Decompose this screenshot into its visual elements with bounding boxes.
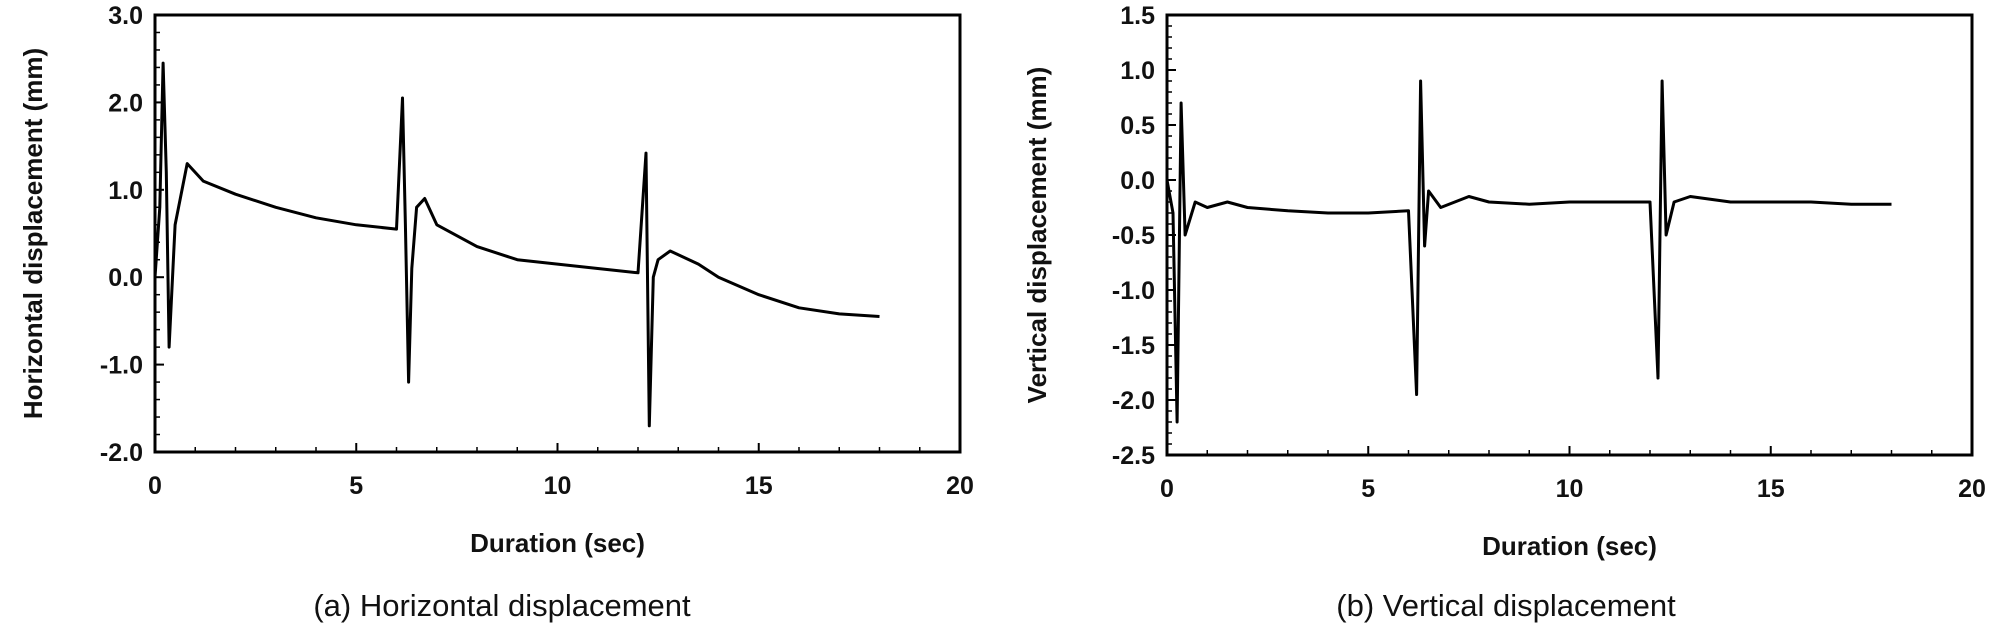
x-tick-label: 20 — [946, 472, 974, 500]
x-tick-label: 20 — [1958, 475, 1986, 503]
chart-panel-horizontal: 3.0 2.0 1.0 0.0 -1.0 -2.0 0 5 10 15 20 Duration (se… — [18, 2, 974, 623]
x-tick-label: 10 — [544, 472, 572, 500]
y-tick-label: -2.5 — [1112, 442, 1155, 470]
y-tick-label: -1.0 — [100, 352, 143, 380]
x-tick-label: 0 — [148, 472, 162, 500]
x-tick-label: 5 — [1361, 475, 1375, 503]
x-tick-label: 0 — [1160, 475, 1174, 503]
y-tick-label: 1.0 — [1120, 57, 1155, 85]
series-line-0 — [153, 61, 880, 428]
y-tick-label: 0.0 — [108, 264, 143, 292]
chart-horizontal-displacement: 3.0 2.0 1.0 0.0 -1.0 -2.00 5 10 15 20 Duration (se… — [18, 2, 974, 558]
y-axis-title: Horizontal displacement (mm) — [18, 48, 48, 419]
caption-vertical: (b) Vertical displacement — [1336, 588, 1676, 623]
chart-vertical-displacement: 1.5 1.0 0.5 0.0 -0.5 -1.0 -1.5 -2.0 -2.50 5 10 15 20… — [1022, 2, 1986, 561]
x-axis-title: Duration (sec) — [470, 528, 645, 558]
y-tick-label: -2.0 — [100, 439, 143, 467]
x-axis-title: Duration (sec) — [1482, 531, 1657, 561]
y-tick-label: 0.0 — [1120, 167, 1155, 195]
x-tick-label: 15 — [1757, 475, 1785, 503]
x-tick-label: 5 — [349, 472, 363, 500]
plot-frame — [153, 13, 962, 454]
y-tick-label: -1.0 — [1112, 277, 1155, 305]
y-tick-label: 0.5 — [1120, 112, 1155, 140]
y-tick-label: 1.0 — [108, 177, 143, 205]
y-tick-label: -1.5 — [1112, 332, 1155, 360]
y-tick-label: 2.0 — [108, 89, 143, 117]
x-tick-label: 15 — [745, 472, 773, 500]
y-axis-title: Vertical displacement (mm) — [1022, 67, 1052, 404]
x-tick-label: 10 — [1556, 475, 1584, 503]
y-tick-label: 1.5 — [1120, 2, 1155, 30]
caption-horizontal: (a) Horizontal displacement — [313, 588, 691, 623]
y-tick-label: -2.0 — [1112, 387, 1155, 415]
y-tick-label: 3.0 — [108, 2, 143, 30]
series-line-0 — [1165, 79, 1892, 424]
plot-frame — [1165, 13, 1974, 457]
y-tick-label: -0.5 — [1112, 222, 1155, 250]
chart-panel-vertical: 1.5 1.0 0.5 0.0 -0.5 -1.0 -1.5 -2.0 -2.5 0 5 10 15 20… — [1004, 0, 2008, 637]
